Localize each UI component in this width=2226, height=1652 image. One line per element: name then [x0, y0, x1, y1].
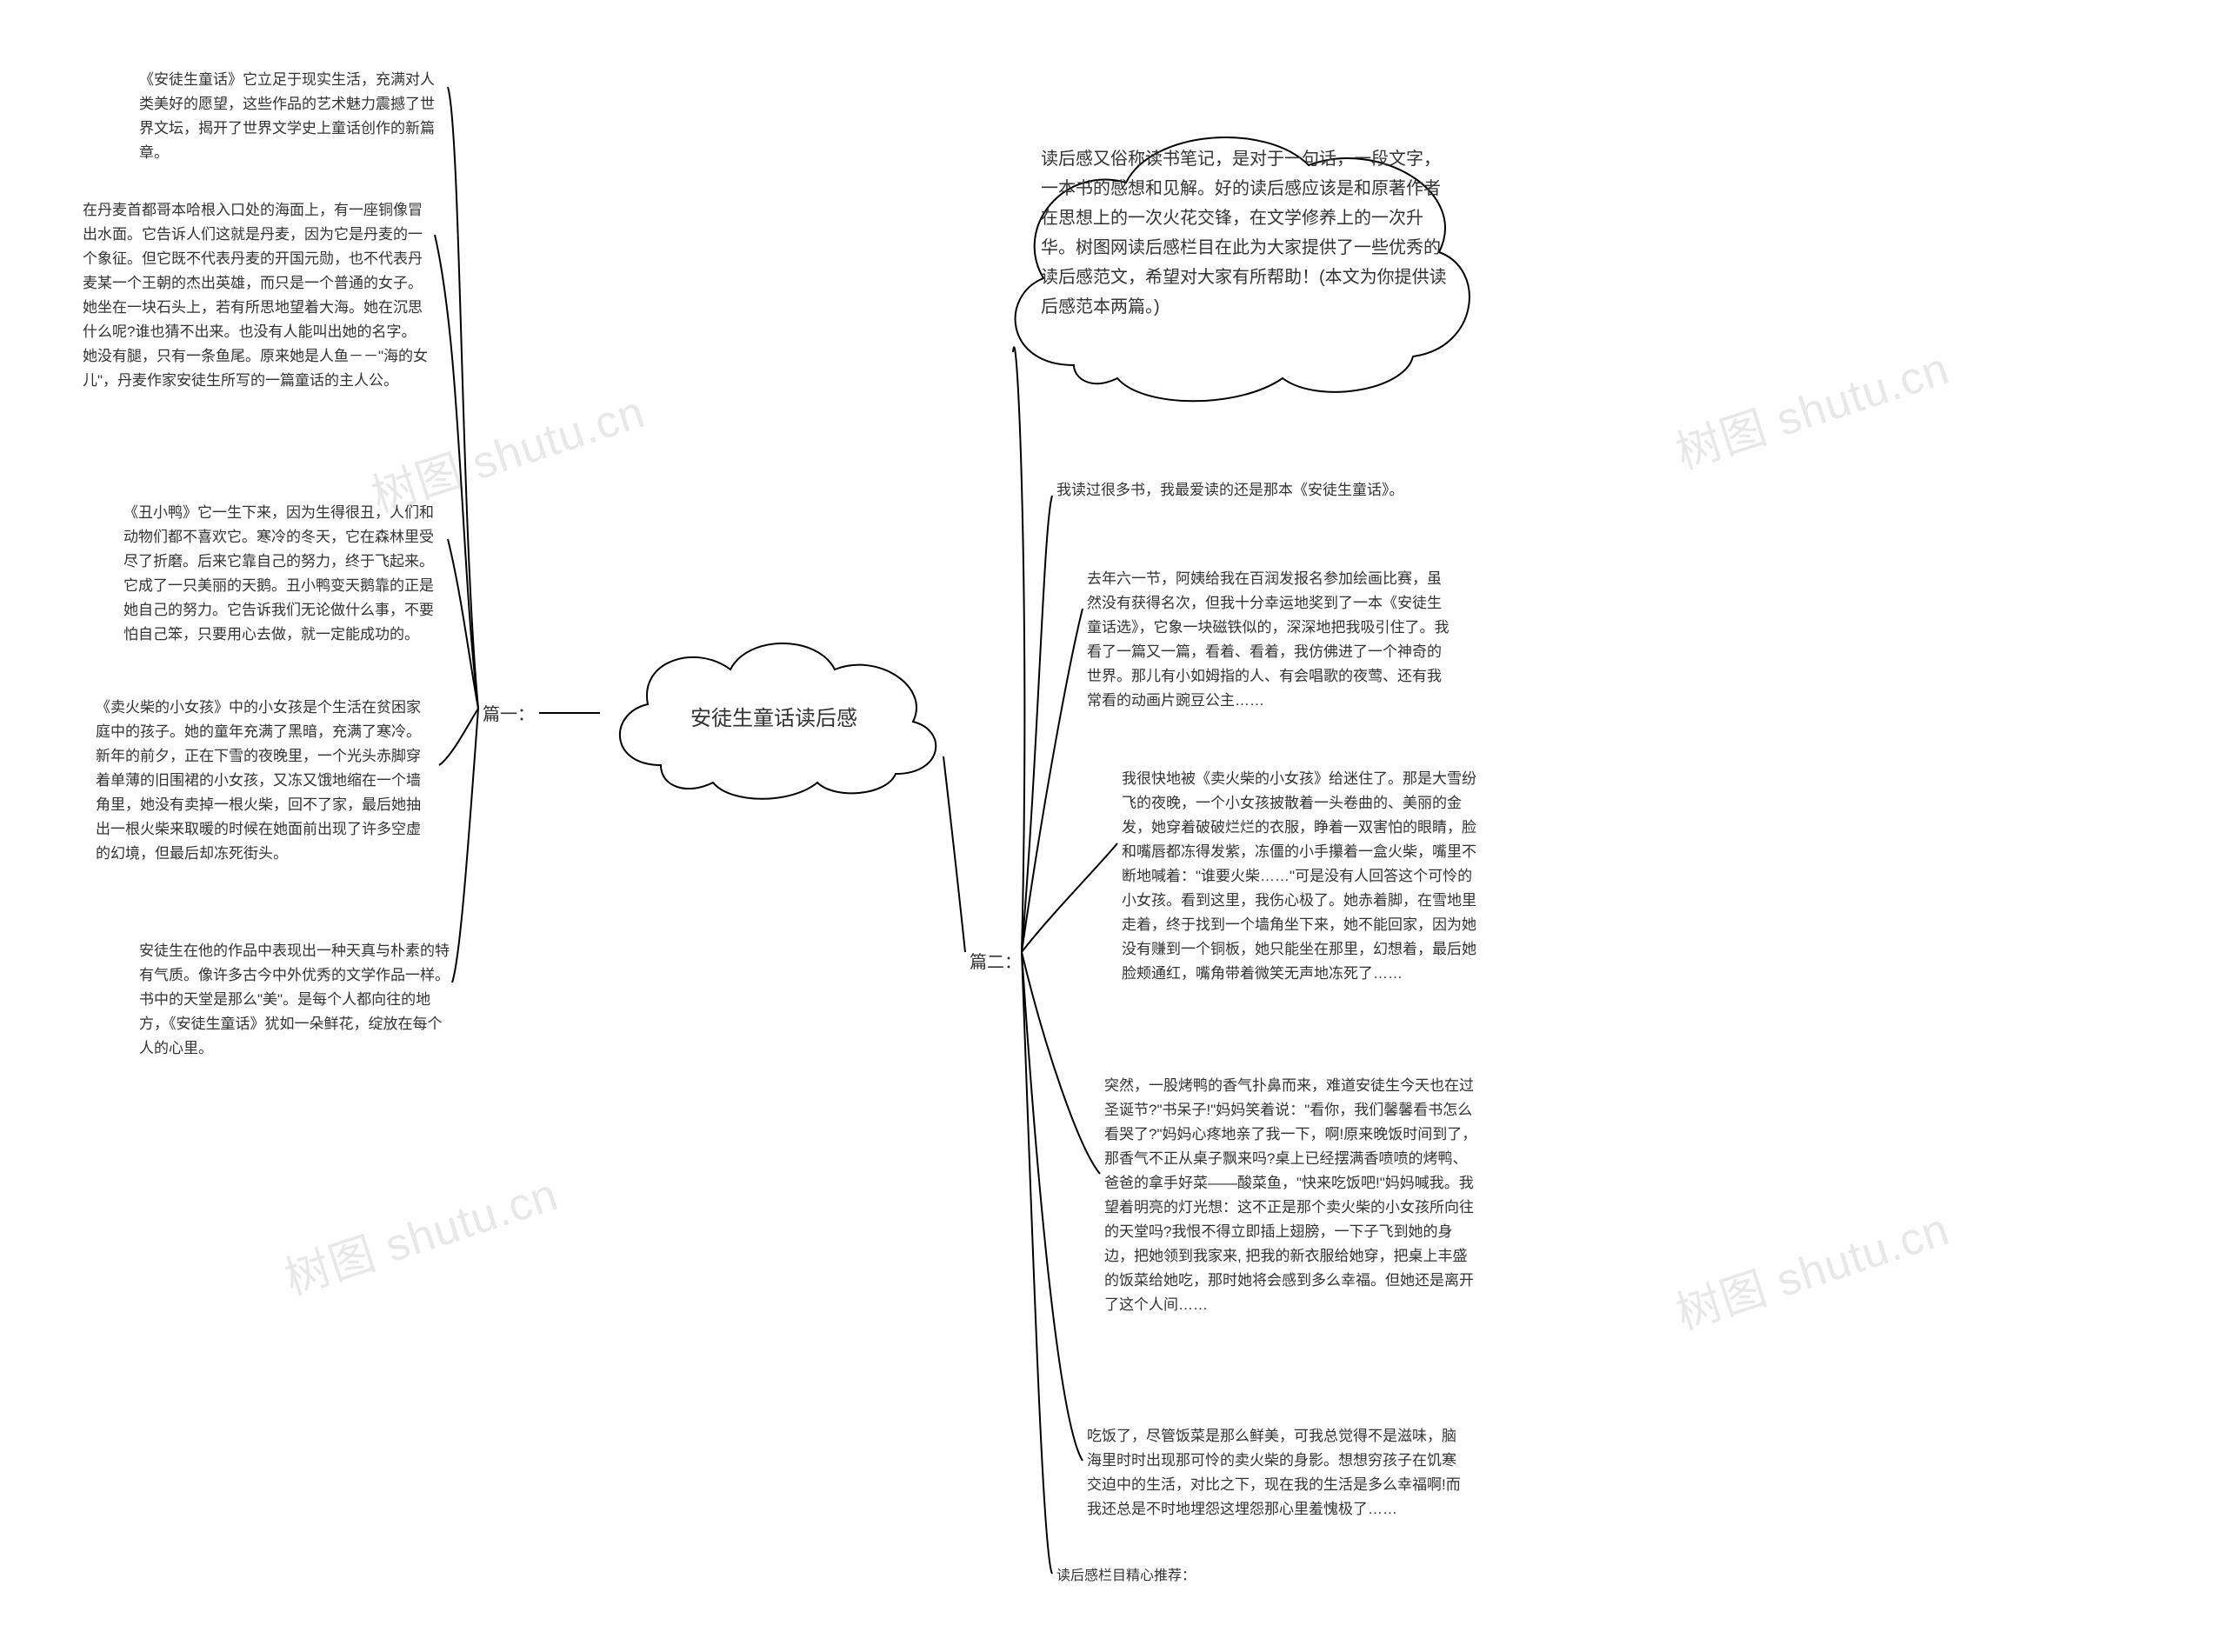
watermark: 树图 shutu.cn — [1666, 1192, 1956, 1342]
left-block-3: 《丑小鸭》它一生下来，因为生得很丑，人们和动物们都不喜欢它。寒冷的冬天，它在森林… — [123, 501, 445, 647]
right-block-3: 我很快地被《卖火柴的小女孩》给迷住了。那是大雪纷飞的夜晚，一个小女孩披散着一头卷… — [1122, 767, 1478, 986]
left-block-1: 《安徒生童话》它立足于现实生活，充满对人类美好的愿望，这些作品的艺术魅力震撼了世… — [139, 68, 443, 165]
center-node: 安徒生童话读后感 — [591, 609, 956, 817]
watermark: 树图 shutu.cn — [275, 1157, 564, 1307]
intro-text: 读后感又俗称读书笔记，是对于一句话，一段文字，一本书的感想和见解。好的读后感应该… — [1041, 144, 1450, 322]
right-block-6: 读后感栏目精心推荐： — [1056, 1565, 1430, 1588]
branch-left-label: 篇一： — [483, 700, 535, 725]
right-block-5: 吃饭了，尽管饭菜是那么鲜美，可我总觉得不是滋味，脑海里时时出现那可怜的卖火柴的身… — [1087, 1424, 1461, 1522]
right-block-2: 去年六一节，阿姨给我在百润发报名参加绘画比赛，虽然没有获得名次，但我十分幸运地奖… — [1087, 567, 1452, 713]
center-title: 安徒生童话读后感 — [690, 701, 857, 731]
intro-node: 读后感又俗称读书笔记，是对于一句话，一段文字，一本书的感想和见解。好的读后感应该… — [987, 104, 1491, 409]
branch-right-label: 篇二： — [970, 948, 1022, 973]
left-block-2: 在丹麦首都哥本哈根入口处的海面上，有一座铜像冒出水面。它告诉人们这就是丹麦，因为… — [83, 198, 430, 393]
right-block-4: 突然，一股烤鸭的香气扑鼻而来，难道安徒生今天也在过圣诞节?"书呆子!"妈妈笑着说… — [1104, 1074, 1478, 1317]
right-block-1: 我读过很多书，我最爱读的还是那本《安徒生童话》。 — [1056, 478, 1430, 503]
left-block-5: 安徒生在他的作品中表现出一种天真与朴素的特有气质。像许多古今中外优秀的文学作品一… — [139, 939, 452, 1061]
left-block-4: 《卖火柴的小女孩》中的小女孩是个生活在贫困家庭中的孩子。她的童年充满了黑暗，充满… — [96, 696, 435, 866]
watermark: 树图 shutu.cn — [1666, 331, 1956, 481]
